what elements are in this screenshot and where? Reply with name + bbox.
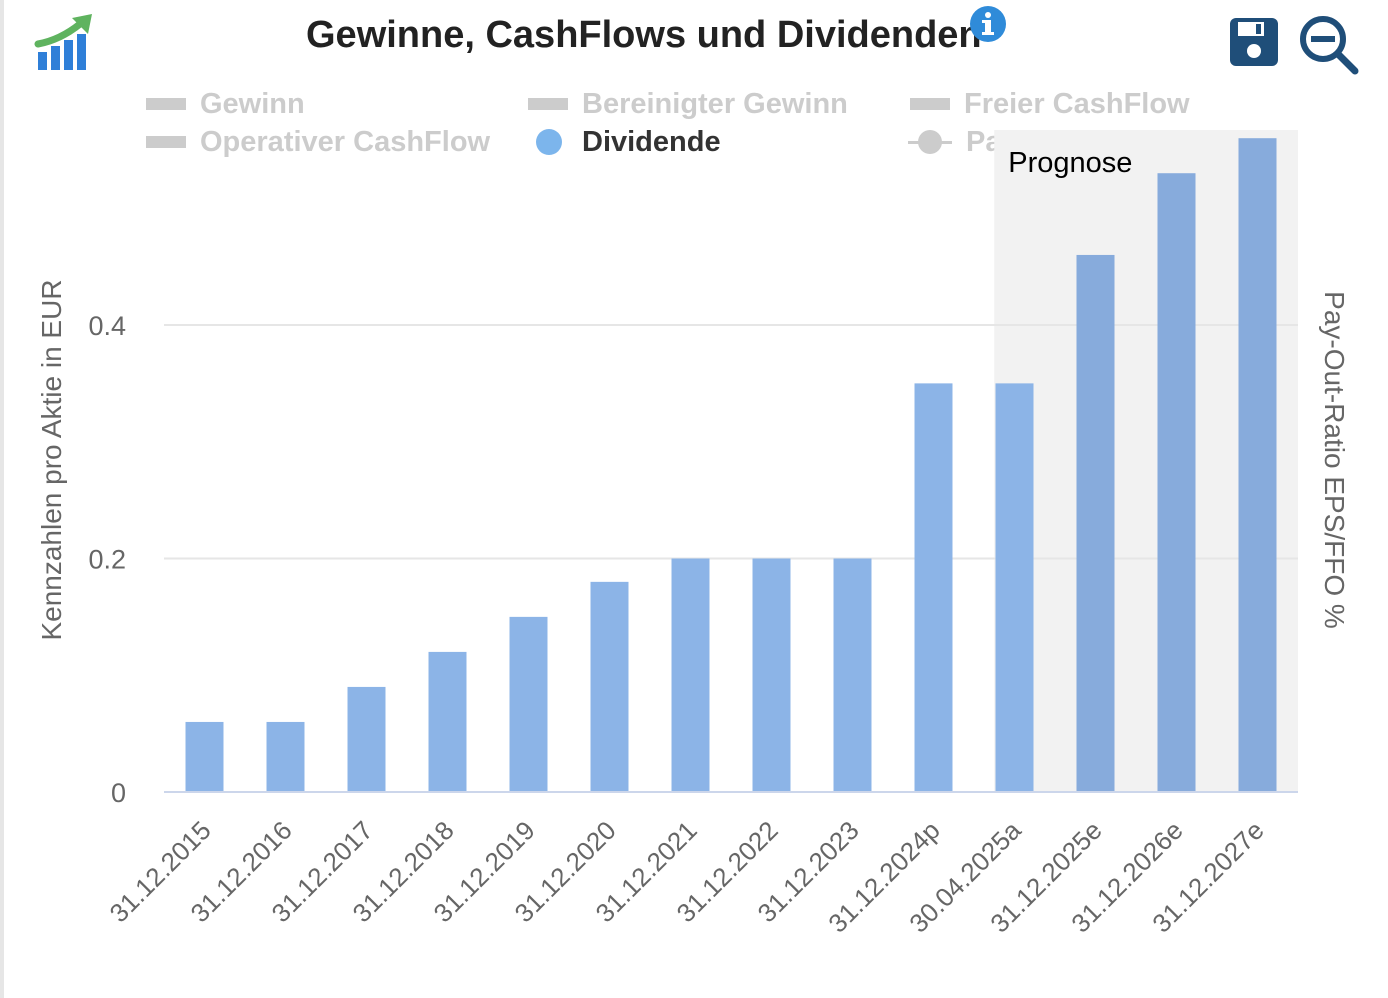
bar-dividende: [752, 558, 791, 792]
zoom-out-icon[interactable]: [1298, 14, 1360, 76]
legend-symbol: [146, 136, 186, 148]
y-tick-label: 0.4: [88, 311, 126, 341]
legend-item-operativer-cashflow[interactable]: Operativer CashFlow: [146, 124, 490, 160]
bar-dividende: [914, 383, 953, 792]
legend-item-freier-cashflow[interactable]: Freier CashFlow: [910, 86, 1190, 122]
legend-label: Dividende: [582, 125, 721, 158]
left-border: [0, 0, 4, 998]
legend-item-bereinigter-gewinn[interactable]: Bereinigter Gewinn: [528, 86, 848, 122]
bar-dividende: [1076, 254, 1115, 792]
legend-symbol: [528, 98, 568, 110]
bar-dividende: [833, 558, 872, 792]
forecast-label: Prognose: [1008, 147, 1132, 179]
legend-item-dividende[interactable]: Dividende: [528, 124, 721, 160]
bar-dividende: [266, 721, 305, 792]
bar-dividende: [347, 686, 386, 792]
bar-dividende: [509, 616, 548, 792]
bar-dividende: [1157, 173, 1196, 793]
legend-label: Freier CashFlow: [964, 87, 1190, 120]
y2-axis-title: Pay-Out-Ratio EPS/FFO %: [1319, 291, 1350, 629]
bar-dividende: [671, 558, 710, 792]
bar-dividende: [428, 651, 467, 792]
legend-symbol: [536, 129, 562, 155]
y-axis-title: Kennzahlen pro Aktie in EUR: [36, 279, 67, 641]
legend-symbol: [146, 98, 186, 110]
save-icon[interactable]: [1228, 16, 1280, 68]
legend-label: Operativer CashFlow: [200, 125, 491, 158]
legend-label: Bereinigter Gewinn: [582, 87, 848, 120]
y-tick-label: 0: [111, 778, 126, 808]
legend-symbol: [908, 129, 952, 155]
legend-label: Gewinn: [200, 87, 305, 120]
y-tick-label: 0.2: [88, 545, 126, 575]
legend-item-gewinn[interactable]: Gewinn: [146, 86, 305, 122]
bar-dividende: [1238, 138, 1277, 792]
bar-dividende: [590, 581, 629, 792]
bar-dividende: [995, 383, 1034, 792]
info-icon[interactable]: [968, 4, 1008, 44]
legend-symbol: [910, 98, 950, 110]
chart-title: Gewinne, CashFlows und Dividenden: [306, 14, 982, 56]
growth-chart-logo-icon[interactable]: [34, 12, 96, 74]
bar-dividende: [185, 721, 224, 792]
